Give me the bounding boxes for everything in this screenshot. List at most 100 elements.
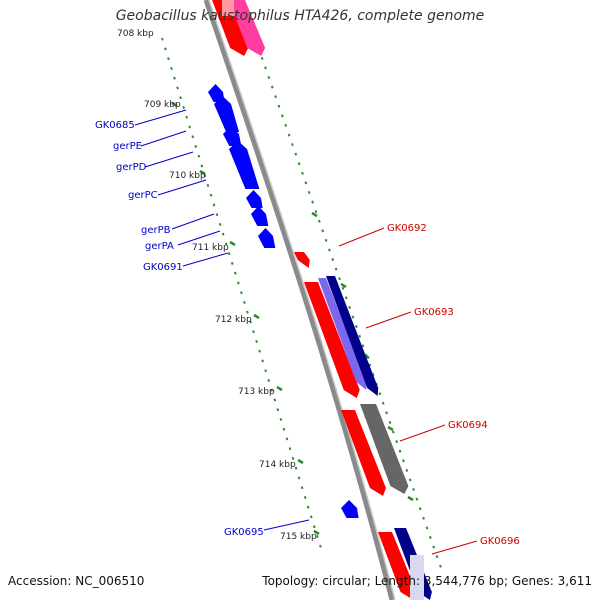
gene-arrow-top-red — [212, 0, 249, 56]
leader-line-left-2 — [144, 151, 194, 168]
genome-backbone — [203, 0, 396, 601]
left-rail-tick-31 — [255, 339, 258, 343]
gene-label-gk0685[interactable]: GK0685 — [95, 120, 135, 131]
gene-arrow-gerpa — [251, 206, 269, 226]
right-rail-tick-22 — [328, 248, 331, 252]
right-rail-tick-21 — [324, 238, 328, 242]
left-rail-tick-27 — [243, 300, 246, 304]
right-rail-tick-27 — [344, 296, 348, 300]
kbp-label-712: 712 kbp — [215, 315, 252, 325]
genome-stats: Topology: circular; Length: 3,544,776 bp… — [262, 574, 592, 588]
gene-arrow-gk0692 — [294, 252, 310, 268]
kbp-label-715: 715 kbp — [280, 532, 317, 542]
left-rail-tick-34 — [264, 369, 268, 373]
right-rail-tick-51 — [425, 526, 429, 530]
left-rail-tick-32 — [258, 349, 261, 353]
genes-value: 3,611 — [557, 574, 592, 588]
gene-label-gk0696[interactable]: GK0696 — [480, 536, 520, 547]
gene-label-gk0693[interactable]: GK0693 — [414, 307, 454, 318]
left-rail-tick-7 — [182, 105, 185, 109]
gene-arrow-gk0691 — [258, 228, 276, 248]
map-title: Geobacillus kaustophilus HTA426, complet… — [115, 8, 485, 24]
left-major-tick-3 — [253, 313, 260, 320]
left-rail-tick-39 — [279, 417, 283, 421]
right-rail-tick-28 — [348, 305, 351, 309]
right-rail-tick-24 — [334, 267, 338, 271]
right-major-tick-3 — [387, 425, 394, 432]
gene-label-gk0694[interactable]: GK0694 — [448, 420, 488, 431]
gene-label-gerpd[interactable]: gerPD — [116, 162, 147, 173]
gene-arrow-top-pink — [229, 0, 266, 56]
left-rail-tick-0 — [161, 37, 164, 41]
right-rail-tick-3 — [264, 66, 267, 70]
left-rail-tick-38 — [276, 408, 280, 412]
gene-label-gerpa[interactable]: gerPA — [145, 241, 174, 252]
right-rail-tick-50 — [422, 516, 425, 520]
length-label: Length: — [374, 574, 421, 588]
gene-label-gerpb[interactable]: gerPB — [141, 225, 171, 236]
right-rail-tick-2 — [260, 56, 264, 60]
gene-label-gerpe[interactable]: gerPE — [113, 141, 142, 152]
right-rail-tick-45 — [405, 468, 409, 472]
gene-arrow-gk0693 — [304, 282, 360, 398]
backbone-highlight — [208, 0, 396, 601]
right-rail-tick-43 — [398, 449, 402, 453]
right-rail-tick-29 — [351, 315, 355, 319]
left-rail-tick-20 — [221, 232, 225, 236]
right-rail-tick-25 — [338, 277, 341, 281]
accession-value: NC_006510 — [75, 574, 145, 588]
right-rail-tick-47 — [412, 488, 415, 492]
kbp-label-709: 709 kbp — [144, 100, 181, 110]
left-rail-tick-46 — [300, 486, 304, 490]
left-rail-tick-22 — [227, 252, 231, 256]
right-rail-tick-53 — [432, 545, 436, 549]
right-rail-tick-26 — [341, 286, 345, 290]
right-rail-tick-13 — [297, 162, 301, 166]
accession-info: Accession: NC_006510 — [8, 574, 144, 588]
left-rail-tick-23 — [230, 261, 234, 265]
gene-arrow-gerpb — [246, 190, 263, 208]
left-rail-tick-1 — [164, 47, 167, 51]
right-rail-tick-54 — [435, 555, 439, 559]
label-leaders — [134, 109, 478, 555]
leader-line-left-5 — [177, 230, 221, 246]
gene-arrow-gk0694-homolog — [360, 404, 409, 494]
left-rail-tick-26 — [240, 291, 243, 295]
right-rail-tick-30 — [354, 325, 358, 329]
gene-arrow-gerpd — [223, 126, 242, 146]
left-rail-tick-21 — [224, 242, 228, 246]
left-rail-tick-9 — [188, 125, 192, 129]
left-rail-tick-40 — [282, 427, 286, 431]
gene-label-gk0692[interactable]: GK0692 — [387, 223, 427, 234]
left-rail-tick-33 — [261, 359, 264, 363]
left-rail-tick-15 — [206, 183, 210, 187]
right-rail-tick-19 — [317, 219, 321, 223]
gene-arrow-gk0693-homolog-light — [318, 278, 367, 390]
leader-line-left-6 — [182, 252, 229, 267]
gene-label-gk0695[interactable]: GK0695 — [224, 527, 264, 538]
gene-label-gk0691[interactable]: GK0691 — [143, 262, 183, 273]
right-rail-tick-41 — [391, 430, 395, 434]
left-major-tick-2 — [229, 240, 236, 247]
left-rail-tick-13 — [200, 164, 204, 168]
left-rail-tick-3 — [170, 66, 173, 70]
left-rail-tick-10 — [191, 135, 195, 139]
right-rail-tick-44 — [402, 459, 405, 463]
left-rail-tick-4 — [173, 76, 176, 80]
right-rail-tick-9 — [284, 123, 288, 127]
left-rail-tick-28 — [246, 310, 249, 314]
right-rail-tick-11 — [291, 143, 294, 147]
right-rail-tick-37 — [378, 392, 382, 396]
gene-arrows — [208, 0, 432, 600]
left-rail-tick-45 — [297, 476, 301, 480]
topology-label: Topology: — [262, 574, 319, 588]
kbp-label-713: 713 kbp — [238, 387, 275, 397]
left-rail-tick-51 — [316, 534, 319, 538]
gene-label-gerpc[interactable]: gerPC — [128, 190, 158, 201]
right-major-tick-4 — [407, 495, 414, 502]
gene-arrow-gk0695 — [341, 500, 359, 518]
right-rail-tick-46 — [408, 478, 412, 482]
left-rail-tick-14 — [203, 174, 207, 178]
